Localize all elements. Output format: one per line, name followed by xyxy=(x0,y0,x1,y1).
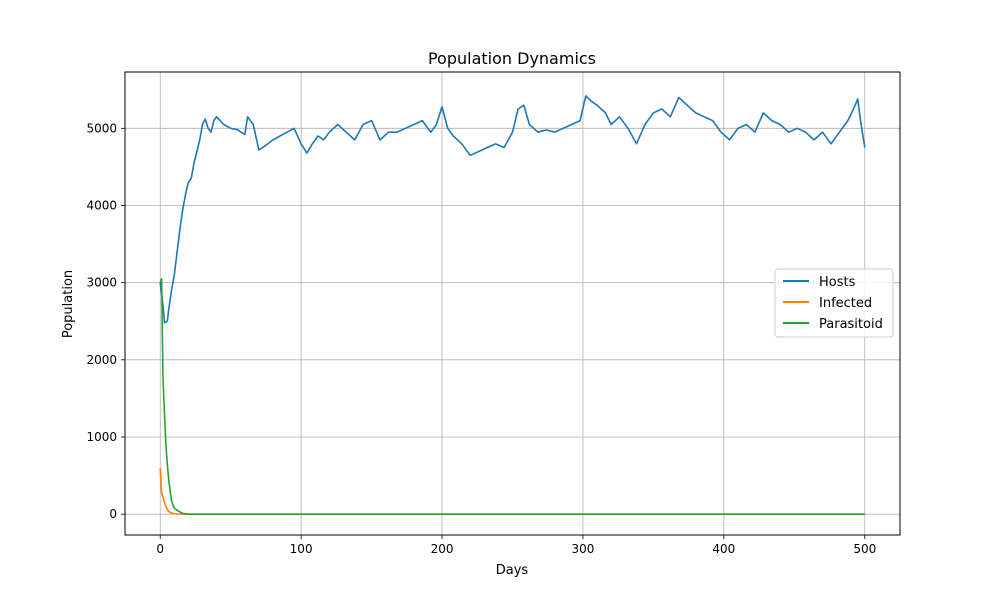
chart-title: Population Dynamics xyxy=(428,49,596,68)
plot-frame xyxy=(124,71,901,536)
x-tick-label: 100 xyxy=(290,542,313,556)
series-line-hosts xyxy=(159,95,866,324)
series-lines xyxy=(159,95,866,516)
x-tick-label: 500 xyxy=(853,542,876,556)
y-tick-label: 0 xyxy=(109,507,117,521)
series-line-infected xyxy=(159,467,865,516)
legend-label-parasitoid: Parasitoid xyxy=(819,317,883,332)
y-tick-label: 5000 xyxy=(86,121,117,135)
y-axis-ticks: 0 1000 2000 3000 4000 5000 xyxy=(86,121,125,521)
x-axis-ticks: 0 100 200 300 400 500 xyxy=(156,535,876,556)
series-line-parasitoid xyxy=(159,277,865,516)
y-axis-label: Population xyxy=(61,270,76,338)
y-tick-label: 3000 xyxy=(86,276,117,290)
x-tick-label: 400 xyxy=(712,542,735,556)
legend-label-infected: Infected xyxy=(819,296,872,311)
x-tick-label: 0 xyxy=(156,542,164,556)
y-tick-label: 4000 xyxy=(86,198,117,212)
y-tick-label: 2000 xyxy=(86,353,117,367)
legend: Hosts Infected Parasitoid xyxy=(774,268,894,338)
x-tick-label: 200 xyxy=(431,542,454,556)
x-axis-label: Days xyxy=(496,563,529,578)
y-tick-label: 1000 xyxy=(86,430,117,444)
legend-label-hosts: Hosts xyxy=(819,275,856,290)
legend-box xyxy=(774,268,894,338)
x-tick-label: 300 xyxy=(572,542,595,556)
